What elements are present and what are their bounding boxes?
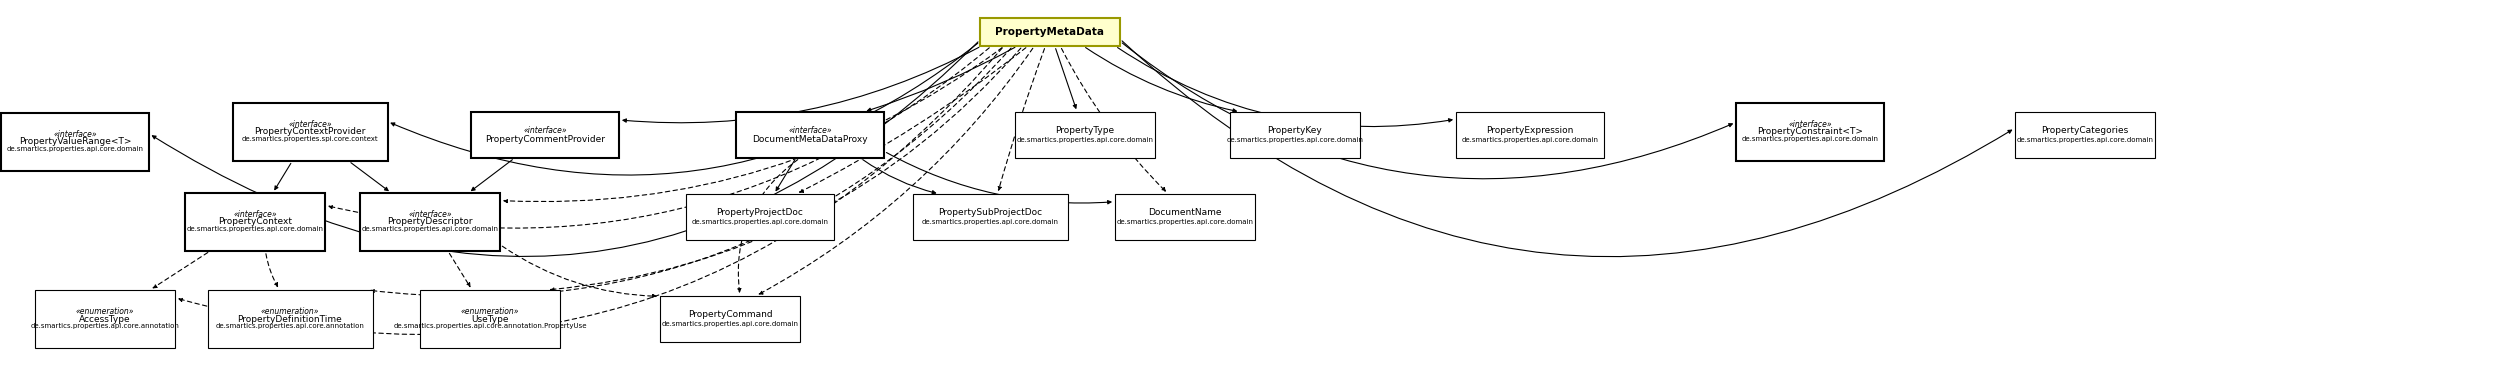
FancyArrowPatch shape — [503, 48, 1001, 202]
Text: PropertyCommentProvider: PropertyCommentProvider — [485, 135, 606, 144]
Text: «enumeration»: «enumeration» — [460, 307, 518, 316]
FancyBboxPatch shape — [35, 290, 176, 348]
FancyBboxPatch shape — [2015, 112, 2155, 158]
Text: de.smartics.properties.api.core.domain: de.smartics.properties.api.core.domain — [920, 219, 1059, 225]
Text: «enumeration»: «enumeration» — [75, 307, 133, 316]
FancyArrowPatch shape — [1061, 48, 1164, 191]
FancyArrowPatch shape — [450, 253, 470, 287]
FancyArrowPatch shape — [370, 48, 1011, 296]
Text: PropertyValueRange<T>: PropertyValueRange<T> — [18, 137, 131, 147]
Text: de.smartics.properties.api.core.annotation: de.smartics.properties.api.core.annotati… — [30, 323, 179, 329]
FancyArrowPatch shape — [329, 48, 988, 228]
Text: PropertyConstraint<T>: PropertyConstraint<T> — [1758, 127, 1864, 137]
Text: «interface»: «interface» — [289, 120, 332, 129]
Text: de.smartics.properties.api.core.domain: de.smartics.properties.api.core.domain — [1117, 219, 1252, 225]
Text: PropertyContext: PropertyContext — [219, 217, 292, 226]
FancyBboxPatch shape — [1735, 103, 1884, 161]
FancyBboxPatch shape — [981, 18, 1119, 46]
FancyBboxPatch shape — [687, 194, 835, 240]
Text: de.smartics.properties.api.core.annotation: de.smartics.properties.api.core.annotati… — [216, 323, 365, 329]
FancyArrowPatch shape — [624, 47, 978, 123]
Text: PropertyType: PropertyType — [1056, 126, 1114, 135]
FancyBboxPatch shape — [186, 193, 324, 251]
FancyBboxPatch shape — [470, 112, 619, 158]
Text: PropertyCategories: PropertyCategories — [2042, 126, 2128, 135]
FancyArrowPatch shape — [179, 48, 1001, 334]
Text: de.smartics.properties.api.core.domain: de.smartics.properties.api.core.domain — [8, 146, 143, 152]
FancyArrowPatch shape — [1122, 43, 1733, 179]
Text: PropertySubProjectDoc: PropertySubProjectDoc — [938, 208, 1041, 217]
FancyBboxPatch shape — [360, 193, 500, 251]
Text: de.smartics.properties.api.core.domain: de.smartics.properties.api.core.domain — [1740, 136, 1879, 142]
Text: «interface»: «interface» — [523, 126, 566, 135]
Text: «enumeration»: «enumeration» — [262, 307, 319, 316]
FancyBboxPatch shape — [231, 103, 387, 161]
FancyArrowPatch shape — [1122, 41, 2012, 257]
Text: de.smartics.properties.api.core.annotation.PropertyUse: de.smartics.properties.api.core.annotati… — [392, 323, 586, 329]
FancyBboxPatch shape — [1456, 112, 1605, 158]
FancyArrowPatch shape — [760, 48, 1034, 294]
FancyBboxPatch shape — [1114, 194, 1255, 240]
FancyArrowPatch shape — [737, 159, 797, 292]
FancyArrowPatch shape — [777, 160, 795, 190]
Text: PropertyContextProvider: PropertyContextProvider — [254, 127, 365, 137]
FancyBboxPatch shape — [659, 296, 800, 342]
Text: «interface»: «interface» — [407, 210, 453, 219]
Text: «interface»: «interface» — [1788, 120, 1831, 129]
Text: PropertyExpression: PropertyExpression — [1486, 126, 1574, 135]
FancyArrowPatch shape — [998, 49, 1044, 190]
FancyArrowPatch shape — [1117, 48, 1451, 127]
FancyArrowPatch shape — [1086, 48, 1237, 112]
Text: de.smartics.properties.api.core.domain: de.smartics.properties.api.core.domain — [1461, 137, 1600, 143]
FancyArrowPatch shape — [352, 163, 387, 190]
FancyBboxPatch shape — [1230, 112, 1361, 158]
Text: AccessType: AccessType — [78, 315, 131, 324]
Text: de.smartics.properties.api.core.domain: de.smartics.properties.api.core.domain — [661, 321, 797, 327]
Text: de.smartics.properties.api.core.domain: de.smartics.properties.api.core.domain — [362, 226, 498, 232]
FancyArrowPatch shape — [885, 152, 1112, 204]
FancyBboxPatch shape — [209, 290, 372, 348]
FancyBboxPatch shape — [0, 113, 148, 171]
FancyArrowPatch shape — [503, 246, 656, 298]
Text: de.smartics.properties.api.core.domain: de.smartics.properties.api.core.domain — [692, 219, 827, 225]
FancyArrowPatch shape — [1056, 49, 1076, 108]
Text: PropertyMetaData: PropertyMetaData — [996, 27, 1104, 37]
Text: PropertyKey: PropertyKey — [1268, 126, 1323, 135]
FancyArrowPatch shape — [392, 43, 978, 175]
FancyArrowPatch shape — [551, 48, 1021, 291]
Text: «interface»: «interface» — [787, 126, 832, 135]
FancyArrowPatch shape — [863, 159, 936, 194]
FancyBboxPatch shape — [1016, 112, 1154, 158]
Text: «interface»: «interface» — [234, 210, 277, 219]
FancyArrowPatch shape — [274, 163, 292, 190]
FancyBboxPatch shape — [420, 290, 561, 348]
Text: de.smartics.properties.api.core.domain: de.smartics.properties.api.core.domain — [1227, 137, 1363, 143]
FancyArrowPatch shape — [800, 48, 1026, 192]
Text: UseType: UseType — [470, 315, 508, 324]
Text: DocumentName: DocumentName — [1149, 208, 1222, 217]
FancyArrowPatch shape — [153, 252, 209, 288]
Text: PropertyProjectDoc: PropertyProjectDoc — [717, 208, 802, 217]
Text: de.smartics.properties.api.core.domain: de.smartics.properties.api.core.domain — [1016, 137, 1154, 143]
FancyArrowPatch shape — [470, 160, 513, 190]
FancyArrowPatch shape — [153, 42, 978, 257]
Text: de.smartics.properties.api.core.domain: de.smartics.properties.api.core.domain — [186, 226, 324, 232]
FancyBboxPatch shape — [737, 112, 883, 158]
FancyArrowPatch shape — [267, 254, 277, 286]
Text: PropertyDescriptor: PropertyDescriptor — [387, 217, 473, 226]
FancyBboxPatch shape — [913, 194, 1066, 240]
Text: PropertyCommand: PropertyCommand — [687, 310, 772, 319]
Text: de.smartics.properties.spi.core.context: de.smartics.properties.spi.core.context — [241, 136, 377, 142]
Text: DocumentMetaDataProxy: DocumentMetaDataProxy — [752, 135, 868, 144]
Text: «interface»: «interface» — [53, 130, 96, 139]
Text: de.smartics.properties.api.core.domain: de.smartics.properties.api.core.domain — [2017, 137, 2153, 143]
Text: PropertyDefinitionTime: PropertyDefinitionTime — [236, 315, 342, 324]
FancyArrowPatch shape — [868, 47, 1016, 111]
